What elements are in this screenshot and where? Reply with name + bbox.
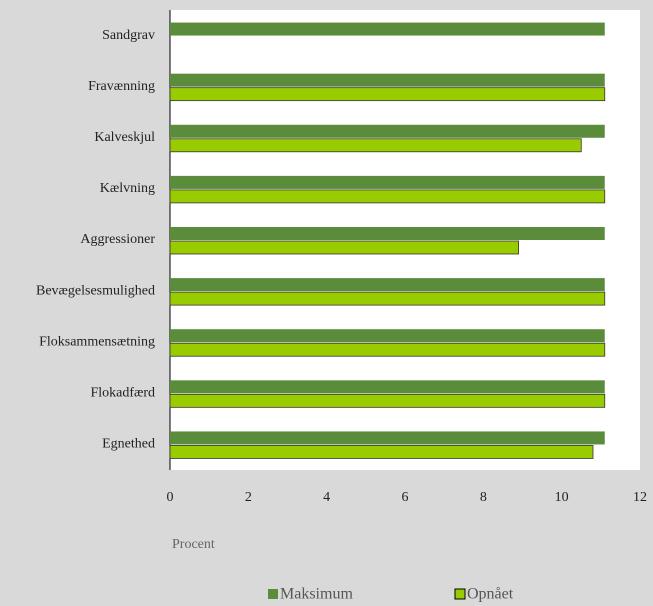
- y-tick-label: Flokadfærd: [90, 386, 155, 401]
- x-tick-label: 2: [245, 490, 252, 505]
- y-tick-label: Fravænning: [88, 79, 155, 94]
- bar: [170, 73, 605, 87]
- y-tick-label: Egnethed: [102, 437, 155, 452]
- bar: [169, 445, 594, 459]
- bar: [170, 22, 605, 36]
- legend-swatch: [268, 589, 278, 599]
- bar: [170, 380, 605, 394]
- bar: [170, 124, 605, 138]
- y-tick-label: Kælvning: [100, 181, 155, 196]
- y-tick-label: Kalveskjul: [94, 130, 155, 145]
- bar: [169, 189, 606, 204]
- legend-swatch: [454, 588, 466, 600]
- x-tick-label: 4: [323, 490, 330, 505]
- x-tick-label: 10: [555, 490, 569, 505]
- y-tick-label: Aggressioner: [80, 232, 155, 247]
- x-tick-label: 6: [402, 490, 409, 505]
- x-tick-label: 8: [480, 490, 487, 505]
- bar: [169, 87, 606, 102]
- bar: [170, 329, 605, 343]
- y-tick-label: Sandgrav: [102, 28, 155, 43]
- bar: [170, 278, 605, 292]
- legend-label: Opnået: [467, 586, 514, 603]
- legend-label: Maksimum: [280, 586, 353, 603]
- y-tick-label: Floksammensætning: [39, 334, 155, 349]
- bar: [169, 291, 606, 306]
- bar: [169, 342, 606, 357]
- bar: [169, 393, 606, 408]
- x-axis-label: Procent: [172, 537, 215, 552]
- x-tick-label: 0: [167, 490, 174, 505]
- bar: [170, 175, 605, 189]
- bar: [169, 138, 582, 153]
- y-tick-label: Bevægelsesmulighed: [36, 283, 155, 298]
- bar: [169, 240, 519, 255]
- bar: [170, 431, 605, 445]
- x-tick-label: 12: [633, 490, 647, 505]
- bar: [170, 227, 605, 240]
